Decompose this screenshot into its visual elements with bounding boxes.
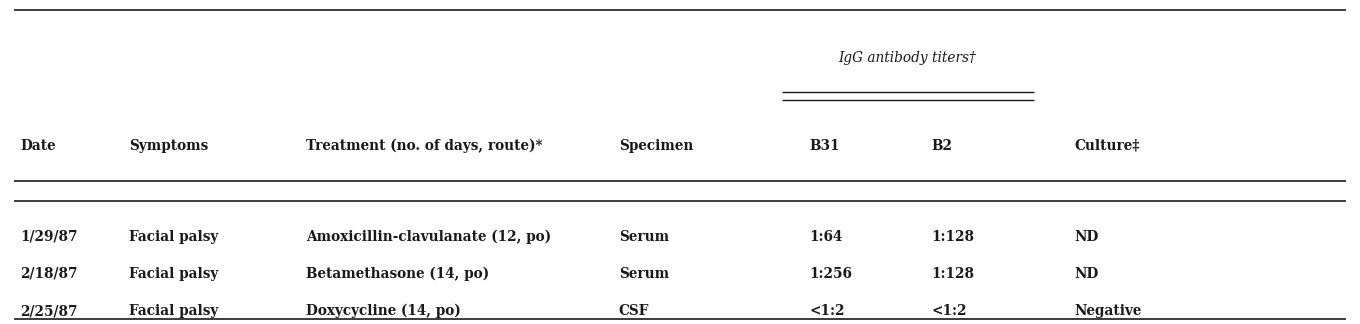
Text: <1:2: <1:2 bbox=[932, 304, 967, 318]
Text: Facial palsy: Facial palsy bbox=[129, 304, 219, 318]
Text: Symptoms: Symptoms bbox=[129, 139, 208, 153]
Text: 1:64: 1:64 bbox=[809, 229, 843, 244]
Text: 1/29/87: 1/29/87 bbox=[20, 229, 78, 244]
Text: Serum: Serum bbox=[619, 267, 669, 281]
Text: B2: B2 bbox=[932, 139, 952, 153]
Text: Facial palsy: Facial palsy bbox=[129, 267, 219, 281]
Text: Date: Date bbox=[20, 139, 56, 153]
Text: CSF: CSF bbox=[619, 304, 649, 318]
Text: Culture‡: Culture‡ bbox=[1074, 139, 1140, 153]
Text: 1:256: 1:256 bbox=[809, 267, 853, 281]
Text: 2/25/87: 2/25/87 bbox=[20, 304, 78, 318]
Text: Facial palsy: Facial palsy bbox=[129, 229, 219, 244]
Text: ND: ND bbox=[1074, 267, 1099, 281]
Text: Doxycycline (14, po): Doxycycline (14, po) bbox=[306, 304, 461, 318]
Text: <1:2: <1:2 bbox=[809, 304, 845, 318]
Text: 2/18/87: 2/18/87 bbox=[20, 267, 78, 281]
Text: IgG antibody titers†: IgG antibody titers† bbox=[838, 51, 976, 65]
Text: ND: ND bbox=[1074, 229, 1099, 244]
Text: Specimen: Specimen bbox=[619, 139, 694, 153]
Text: Treatment (no. of days, route)*: Treatment (no. of days, route)* bbox=[306, 139, 543, 153]
Text: Betamethasone (14, po): Betamethasone (14, po) bbox=[306, 267, 490, 281]
Text: 1:128: 1:128 bbox=[932, 229, 975, 244]
Text: B31: B31 bbox=[809, 139, 839, 153]
Text: Serum: Serum bbox=[619, 229, 669, 244]
Text: Amoxicillin-clavulanate (12, po): Amoxicillin-clavulanate (12, po) bbox=[306, 229, 551, 244]
Text: 1:128: 1:128 bbox=[932, 267, 975, 281]
Text: Negative: Negative bbox=[1074, 304, 1142, 318]
